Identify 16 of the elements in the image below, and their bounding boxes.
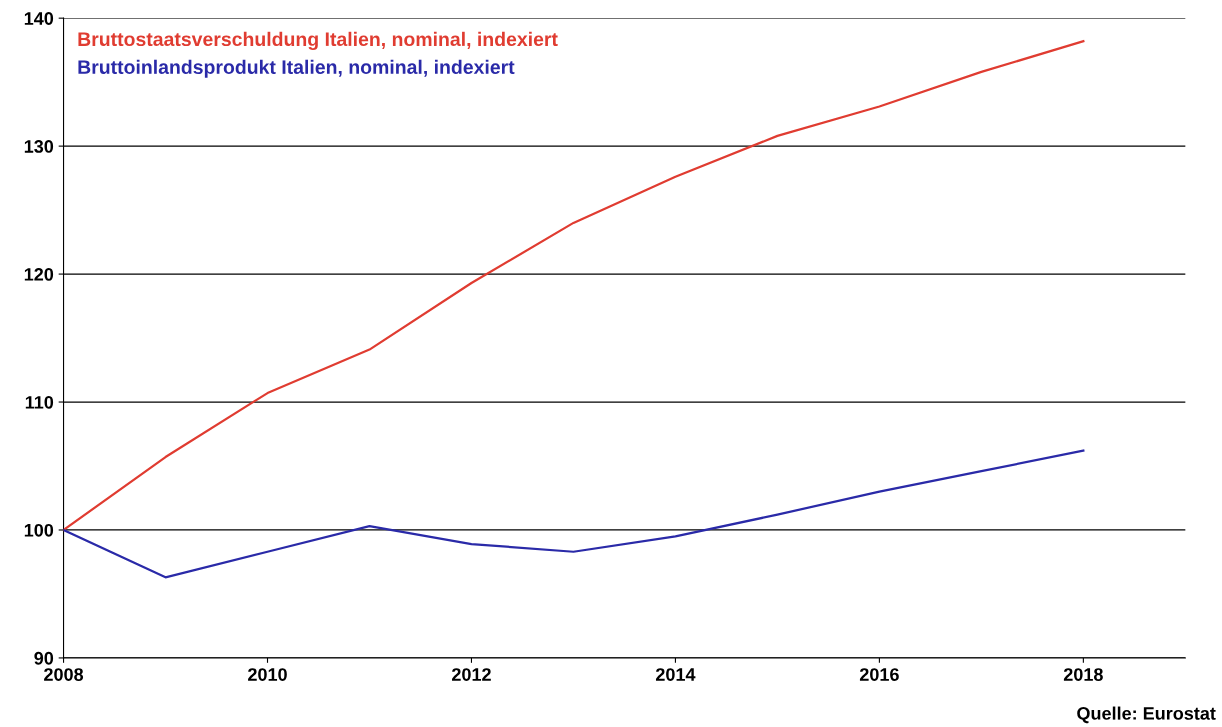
y-tick-label: 110 [25,395,54,409]
line-series [63,449,1085,579]
x-tick-label: 2018 [1063,668,1103,681]
y-tick-label: 100 [24,523,54,537]
x-tick-label: 2012 [452,668,491,681]
y-tick-label: 120 [24,268,54,281]
y-tick-label: 140 [24,12,54,25]
text: Bruttostaatsverschuldung Italien, nominal, indexiert [78,31,558,50]
text: Bruttoinlandsprodukt Italien, nominal, indexiert [78,59,515,78]
x-tick-label: 2010 [248,668,287,681]
x-tick-label: 2016 [859,668,899,681]
y-tick-label: 130 [24,140,54,153]
source-note: Quelle: Eurostat [1077,706,1216,724]
y-tick-label: 90 [34,651,54,665]
x-tick-label: 2014 [655,668,696,681]
x-tick-label: 2008 [44,668,84,681]
